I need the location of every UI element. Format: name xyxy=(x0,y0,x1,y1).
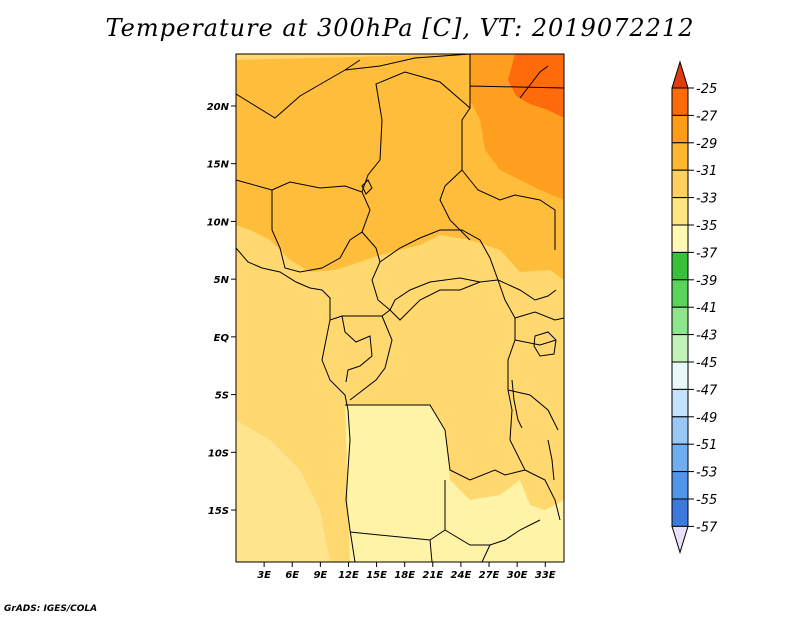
colorbar-segment xyxy=(671,361,689,390)
lat-label: 20N xyxy=(207,102,230,113)
border-libya xyxy=(344,53,565,108)
colorbar-segment xyxy=(671,416,689,445)
colorbar-label: -27 xyxy=(696,109,718,124)
colorbar-segment xyxy=(671,279,689,308)
border-angola xyxy=(349,480,541,546)
border-drc xyxy=(345,279,526,481)
lon-label: 12E xyxy=(338,570,359,581)
colorbar-label: -49 xyxy=(696,411,717,426)
longitude-axis: 3E 6E 9E 12E 15E 18E 21E 24E 27E 30E 33E xyxy=(257,562,556,581)
lat-label: 5N xyxy=(214,275,230,286)
border-car xyxy=(379,229,499,311)
colorbar-segment xyxy=(671,87,689,116)
colorbar-label: -41 xyxy=(696,301,717,316)
field-patch-west xyxy=(236,420,330,562)
colorbar-label: -25 xyxy=(696,82,717,97)
colorbar-bottom-arrow xyxy=(671,525,689,555)
colorbar-segment xyxy=(671,334,689,363)
lake-victoria xyxy=(533,331,557,357)
border-east xyxy=(507,311,565,521)
lon-label: 27E xyxy=(479,570,500,581)
temperature-field xyxy=(236,54,564,562)
lon-label: 21E xyxy=(422,570,443,581)
map-frame xyxy=(235,53,565,563)
lat-label: 5S xyxy=(215,391,229,402)
lon-label: 33E xyxy=(535,570,556,581)
colorbar-segment xyxy=(671,197,689,226)
colorbar-label: -57 xyxy=(696,520,718,535)
latitude-axis: 20N 15N 10N 5N EQ 5S 10S 15S xyxy=(207,102,236,517)
colorbar-label: -35 xyxy=(696,219,717,234)
border-nigeria xyxy=(271,181,371,273)
colorbar-label: -51 xyxy=(696,438,717,453)
colorbar-top-arrow xyxy=(671,60,689,89)
colorbar-label: -53 xyxy=(696,466,717,481)
border-cameroon xyxy=(329,231,391,321)
lat-label: 10N xyxy=(207,217,230,228)
border-algeria xyxy=(235,59,361,119)
colorbar-segment xyxy=(671,114,689,144)
colorbar-label: -29 xyxy=(696,137,717,152)
field-cool-south xyxy=(345,405,564,562)
lake-malawi xyxy=(547,439,555,481)
lon-label: 30E xyxy=(507,570,528,581)
colorbar-label: -33 xyxy=(696,192,717,207)
colorbar-segment xyxy=(671,498,689,527)
lake-nw-segment xyxy=(519,65,549,99)
lon-label: 24E xyxy=(451,570,472,581)
lat-label: 10S xyxy=(208,448,229,459)
colorbar-label: -37 xyxy=(696,246,718,261)
colorbar-label: -47 xyxy=(696,383,718,398)
border-congo xyxy=(341,315,393,401)
lat-label: EQ xyxy=(214,333,230,344)
colorbar-label: -39 xyxy=(696,274,717,289)
lon-label: 3E xyxy=(257,570,271,581)
border-south xyxy=(429,539,491,563)
colorbar-segment xyxy=(671,142,689,171)
lake-tanganyika xyxy=(511,379,523,429)
colorbar-segment xyxy=(671,306,689,336)
colorbar-segment xyxy=(671,471,689,500)
colorbar-label: -55 xyxy=(696,493,717,508)
colorbar-segment xyxy=(671,443,689,473)
lon-label: 15E xyxy=(366,570,387,581)
lon-label: 18E xyxy=(394,570,415,581)
colorbar-segment xyxy=(671,388,689,418)
colorbar-label: -31 xyxy=(696,164,717,179)
coastline xyxy=(235,247,356,563)
colorbar-segment xyxy=(671,224,689,253)
lat-label: 15N xyxy=(207,160,230,171)
field-hot-ne xyxy=(508,54,564,118)
colorbar-segment xyxy=(671,251,689,281)
chart-title: Temperature at 300hPa [C], VT: 201907221… xyxy=(105,14,695,42)
colorbar: -25 -27 -29 -31 -33 -35 -37 -39 -41 -43 -45 -47 -49 -… xyxy=(671,60,718,555)
border-sudan xyxy=(461,169,557,301)
lat-label: 15S xyxy=(208,506,229,517)
colorbar-segment xyxy=(671,169,689,199)
colorbar-label: -43 xyxy=(696,329,717,344)
lake-chad xyxy=(361,179,373,195)
lon-label: 6E xyxy=(285,570,299,581)
country-borders xyxy=(235,53,565,563)
colorbar-label: -45 xyxy=(696,356,717,371)
grads-credit: GrADS: IGES/COLA xyxy=(4,604,98,614)
lon-label: 9E xyxy=(313,570,327,581)
